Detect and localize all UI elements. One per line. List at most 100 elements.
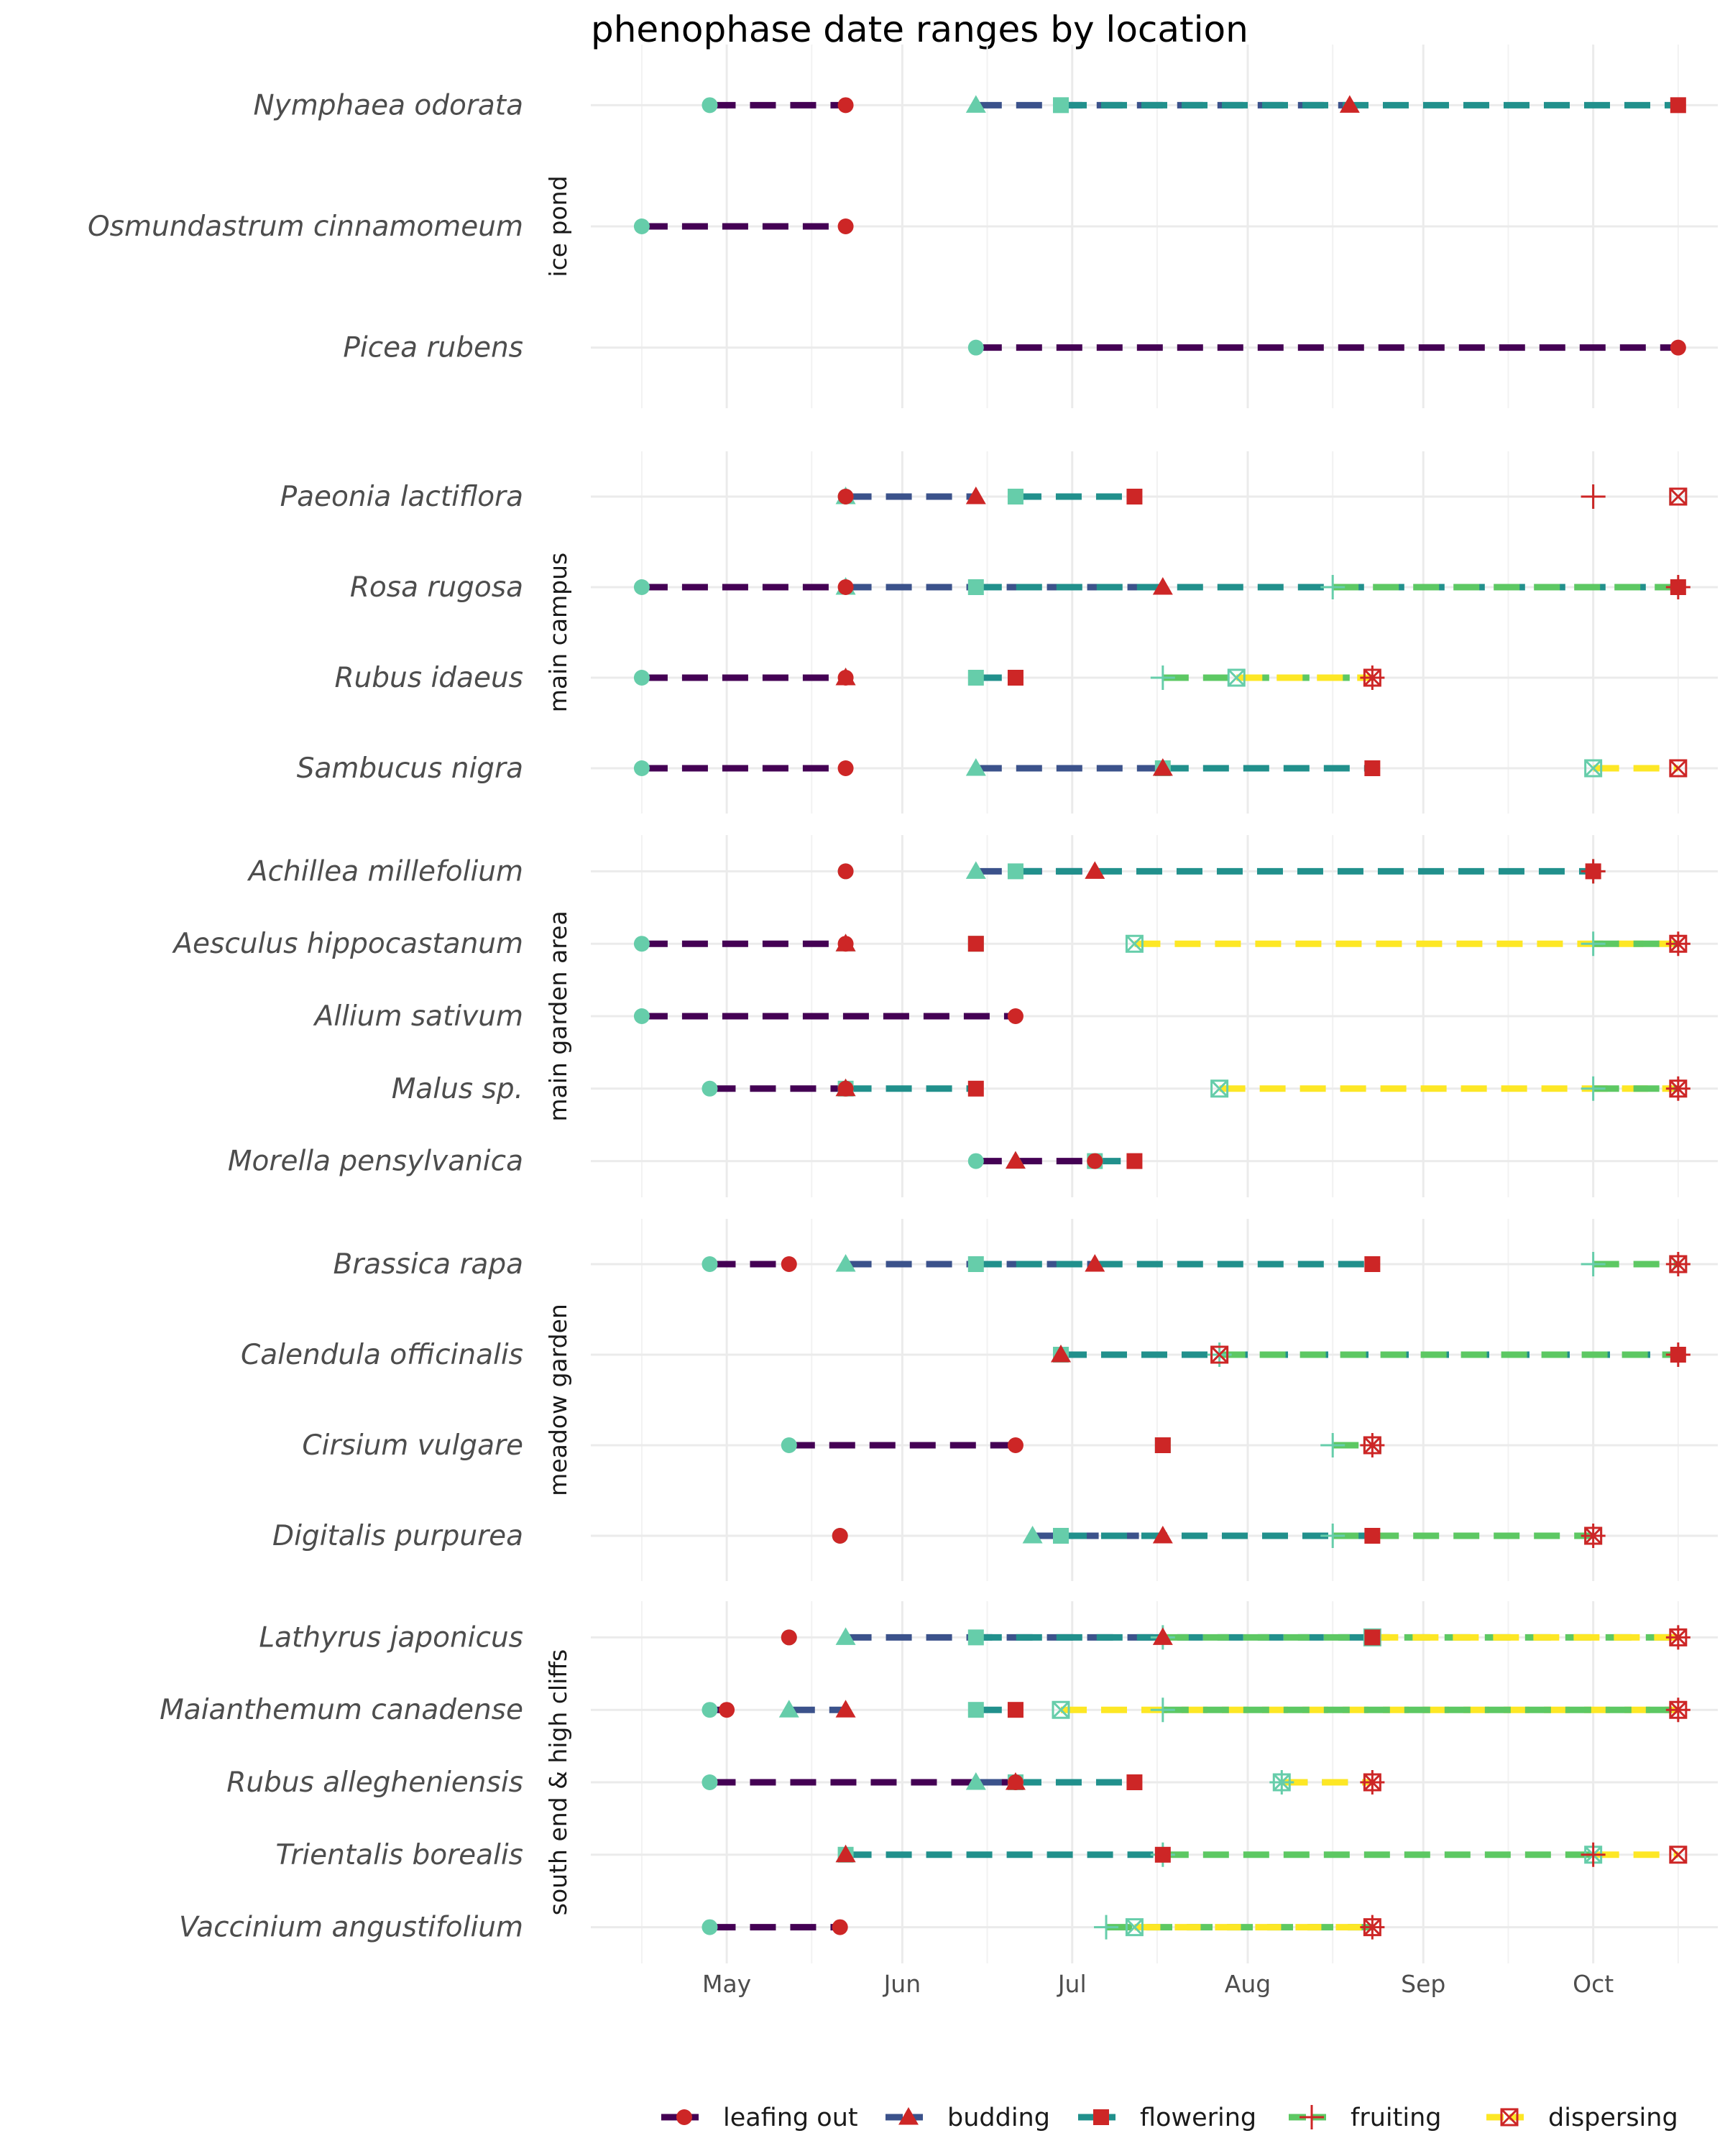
range-end-marker — [781, 1256, 797, 1272]
species-label: Malus sp. — [392, 1073, 523, 1105]
range-end-marker — [1152, 1627, 1173, 1645]
species-row — [702, 1697, 1690, 1723]
range-start-marker — [633, 760, 650, 776]
range-end-marker — [1581, 859, 1606, 884]
legend-marker — [1500, 2108, 1519, 2127]
legend-item: dispersing — [1486, 2104, 1678, 2132]
range-end-marker — [1665, 575, 1690, 599]
range-start-marker — [1052, 97, 1069, 114]
legend-marker — [898, 2107, 919, 2125]
range-end-marker — [1154, 1437, 1171, 1453]
range-start-marker — [835, 1627, 856, 1645]
range-end-marker — [837, 97, 854, 114]
range-start-marker — [633, 1008, 650, 1024]
range-end-marker — [1669, 487, 1688, 506]
range-start-marker — [702, 1774, 718, 1790]
legend-marker — [1300, 2105, 1324, 2129]
range-start-marker — [965, 95, 986, 113]
legend-label: leafing out — [723, 2104, 858, 2132]
range-start-marker — [1320, 1433, 1346, 1457]
range-start-marker — [965, 861, 986, 879]
range-end-marker — [1669, 1846, 1688, 1864]
species-label: Rosa rugosa — [350, 571, 523, 604]
range-start-marker — [781, 1437, 797, 1453]
range-end-marker — [1364, 1629, 1381, 1646]
range-end-marker — [1050, 1345, 1071, 1363]
range-start-marker — [1581, 931, 1606, 957]
chart-title: phenophase date ranges by location — [591, 9, 1248, 50]
x-tick-label: Oct — [1573, 1970, 1614, 1998]
range-end-marker — [1005, 1772, 1026, 1790]
range-start-marker — [633, 670, 650, 686]
range-end-marker — [835, 1844, 856, 1863]
panel-strip-label: meadow garden — [544, 1304, 572, 1496]
range-end-marker — [1152, 1526, 1173, 1544]
range-end-marker — [1665, 1076, 1690, 1101]
panel-strip-label: south end & high cliffs — [544, 1649, 572, 1915]
range-end-marker — [965, 487, 986, 505]
range-start-marker — [1320, 575, 1346, 599]
range-end-marker — [1085, 1254, 1105, 1272]
species-label: Rubus allegheniensis — [226, 1766, 523, 1799]
range-start-marker — [1125, 1918, 1144, 1937]
species-label: Lathyrus japonicus — [259, 1621, 523, 1654]
species-label: Paeonia lactiflora — [280, 481, 523, 513]
species-row — [781, 1433, 1385, 1457]
range-end-marker — [1339, 95, 1360, 113]
range-end-marker — [967, 1080, 984, 1097]
species-row — [702, 1915, 1385, 1940]
species-row — [702, 95, 1686, 114]
range-end-marker — [1581, 1842, 1606, 1867]
range-end-marker — [1670, 97, 1686, 114]
species-label: Osmundastrum cinnamomeum — [88, 211, 523, 243]
range-end-marker — [967, 936, 984, 952]
range-start-marker — [1022, 1526, 1043, 1544]
x-axis: May Jun Jul Aug Sep Oct — [702, 1970, 1614, 1998]
range-start-marker — [835, 1254, 856, 1272]
species-label: Allium sativum — [313, 1000, 523, 1033]
species-row — [967, 339, 1686, 356]
range-end-marker — [1363, 1773, 1381, 1792]
range-end-marker — [837, 579, 854, 595]
range-start-marker — [702, 97, 718, 114]
species-row — [633, 575, 1690, 599]
legend-item: budding — [886, 2104, 1050, 2132]
range-start-marker — [702, 1080, 718, 1097]
species-row — [633, 665, 1385, 690]
range-start-marker — [965, 1772, 986, 1790]
range-end-marker — [1363, 1918, 1381, 1937]
range-end-marker — [1363, 668, 1381, 687]
range-end-marker — [1007, 1437, 1024, 1453]
panel-0: ice pond Nymphaea odorata Osmundastrum cin… — [88, 45, 1718, 408]
range-end-marker — [1669, 1628, 1688, 1646]
species-label: Calendula officinalis — [241, 1339, 523, 1371]
species-row — [832, 1524, 1606, 1548]
species-row — [633, 218, 854, 234]
species-row — [702, 1770, 1385, 1795]
legend-item: fruiting — [1289, 2104, 1441, 2132]
range-end-marker — [1364, 1528, 1381, 1544]
legend-item: leafing out — [661, 2104, 858, 2132]
range-start-marker — [967, 579, 984, 595]
panel-2: main garden area Achillea millefolium Aesc… — [171, 835, 1718, 1197]
range-end-marker — [832, 1919, 848, 1935]
range-end-marker — [1126, 1774, 1143, 1790]
range-start-marker — [633, 218, 650, 234]
legend-label: fruiting — [1351, 2104, 1441, 2132]
species-label: Rubus idaeus — [334, 662, 523, 694]
range-start-marker — [1150, 1697, 1175, 1723]
range-end-marker — [1152, 577, 1173, 595]
species-label: Aesculus hippocastanum — [171, 928, 523, 960]
range-start-marker — [965, 758, 986, 776]
species-row — [781, 1625, 1690, 1650]
species-label: Cirsium vulgare — [302, 1429, 523, 1462]
range-start-marker — [1052, 1700, 1070, 1719]
range-start-marker — [967, 1153, 984, 1169]
panel-3: meadow garden Brassica rapa Calendula offi… — [241, 1219, 1718, 1581]
panel-strip-label: main campus — [544, 553, 572, 713]
legend-marker — [676, 2109, 692, 2125]
range-end-marker — [1085, 861, 1105, 879]
range-end-marker — [1669, 1255, 1688, 1273]
range-start-marker — [1007, 863, 1024, 880]
range-end-marker — [835, 934, 856, 952]
